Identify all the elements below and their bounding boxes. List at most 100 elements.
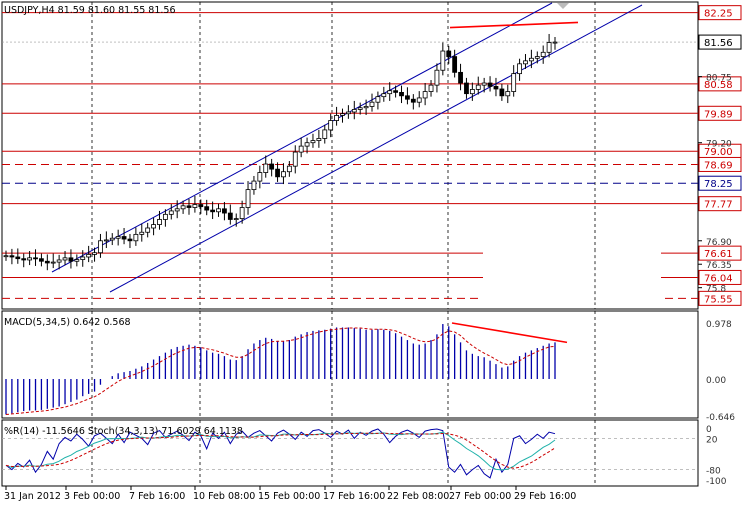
candle-body[interactable] (381, 93, 387, 98)
candle-body[interactable] (375, 96, 381, 103)
candle-body[interactable] (517, 63, 522, 75)
candle-body[interactable] (316, 138, 322, 141)
candle-body[interactable] (56, 259, 62, 263)
candle-body[interactable] (487, 82, 493, 87)
candle-body[interactable] (80, 256, 86, 260)
candle-body[interactable] (446, 50, 452, 57)
candle-body[interactable] (174, 208, 180, 212)
candle-body[interactable] (92, 252, 97, 255)
candle-body[interactable] (422, 91, 428, 99)
candle-body[interactable] (139, 231, 145, 235)
candle-body[interactable] (127, 238, 133, 242)
macd-panel[interactable]: 0.978 0.00 -0.646 (5, 320, 735, 423)
candle-body[interactable] (540, 51, 546, 57)
candle-body[interactable] (452, 56, 458, 73)
candle-body[interactable] (275, 168, 280, 178)
stochastic-panel[interactable]: 200 -80-100 (2, 425, 727, 487)
candle-body[interactable] (168, 210, 174, 215)
candle-body[interactable] (9, 255, 15, 258)
candle-body[interactable] (162, 213, 168, 220)
candle-body[interactable] (345, 111, 351, 115)
candle-body[interactable] (481, 82, 487, 86)
candle-body[interactable] (50, 261, 56, 264)
candle-body[interactable] (310, 140, 316, 144)
candle-body[interactable] (115, 236, 121, 239)
candle-body[interactable] (133, 233, 139, 242)
candle-body[interactable] (15, 256, 21, 260)
candle-body[interactable] (216, 208, 221, 213)
candle-body[interactable] (552, 41, 558, 44)
candle-body[interactable] (399, 91, 404, 97)
candle-body[interactable] (68, 257, 74, 262)
candle-body[interactable] (192, 204, 198, 208)
candle-body[interactable] (222, 208, 227, 214)
candle-body[interactable] (157, 219, 162, 225)
candle-body[interactable] (511, 73, 517, 92)
scroll-marker-icon[interactable] (557, 3, 569, 9)
candle-body[interactable] (416, 97, 422, 103)
candle-body[interactable] (103, 239, 109, 242)
candle-body[interactable] (74, 259, 80, 262)
candle-body[interactable] (145, 227, 151, 233)
candle-body[interactable] (204, 206, 210, 211)
candle-body[interactable] (505, 91, 511, 97)
channel-upper-line[interactable] (51, 2, 553, 273)
candle-body[interactable] (393, 90, 399, 93)
candle-body[interactable] (434, 69, 440, 86)
candle-body[interactable] (363, 106, 369, 109)
candle-body[interactable] (227, 212, 233, 220)
candle-body[interactable] (475, 84, 481, 90)
candle-body[interactable] (151, 224, 156, 229)
candle-body[interactable] (21, 258, 27, 261)
candle-body[interactable] (210, 209, 216, 213)
candle-body[interactable] (534, 56, 540, 59)
candle-body[interactable] (186, 205, 192, 208)
candle-body[interactable] (286, 165, 292, 173)
price-panel[interactable]: 82.25 80.58 79.89 79.00 78.69 78.25 77.77 76.61… (2, 2, 742, 486)
candle-body[interactable] (458, 71, 463, 84)
candle-body[interactable] (245, 189, 251, 208)
candle-body[interactable] (62, 257, 68, 261)
candle-body[interactable] (109, 237, 115, 241)
candle-body[interactable] (180, 205, 186, 210)
candle-body[interactable] (98, 240, 103, 254)
candle-body[interactable] (334, 115, 339, 121)
candle-body[interactable] (263, 163, 269, 173)
channel-lower-line[interactable] (109, 4, 643, 293)
candle-body[interactable] (357, 107, 363, 110)
candle-body[interactable] (239, 207, 245, 220)
candle-body[interactable] (198, 204, 204, 208)
candle-body[interactable] (33, 257, 38, 260)
candle-body[interactable] (322, 129, 328, 139)
candle-body[interactable] (499, 88, 505, 97)
candle-body[interactable] (3, 255, 9, 258)
candle-body[interactable] (269, 163, 275, 170)
candle-body[interactable] (410, 98, 416, 103)
candle-body[interactable] (493, 86, 499, 90)
candle-body[interactable] (298, 145, 304, 153)
candle-body[interactable] (328, 120, 334, 131)
candle-body[interactable] (121, 236, 127, 240)
candle-body[interactable] (440, 50, 446, 71)
candle-body[interactable] (27, 257, 33, 261)
candle-body[interactable] (428, 84, 434, 92)
candle-body[interactable] (44, 260, 50, 264)
candle-body[interactable] (233, 218, 239, 221)
candle-body[interactable] (86, 254, 92, 258)
candle-body[interactable] (281, 171, 286, 178)
price-divergence-line[interactable] (449, 21, 579, 29)
candle-body[interactable] (304, 142, 310, 147)
candle-body[interactable] (546, 42, 552, 53)
candle-body[interactable] (251, 180, 257, 191)
candle-body[interactable] (292, 151, 298, 167)
candle-body[interactable] (369, 101, 375, 107)
macd-divergence-line[interactable] (451, 322, 568, 344)
candle-body[interactable] (340, 113, 345, 116)
candle-body[interactable] (351, 109, 357, 113)
candle-body[interactable] (405, 95, 410, 100)
candle-body[interactable] (469, 89, 475, 95)
candle-body[interactable] (387, 90, 393, 95)
candle-body[interactable] (464, 82, 469, 95)
